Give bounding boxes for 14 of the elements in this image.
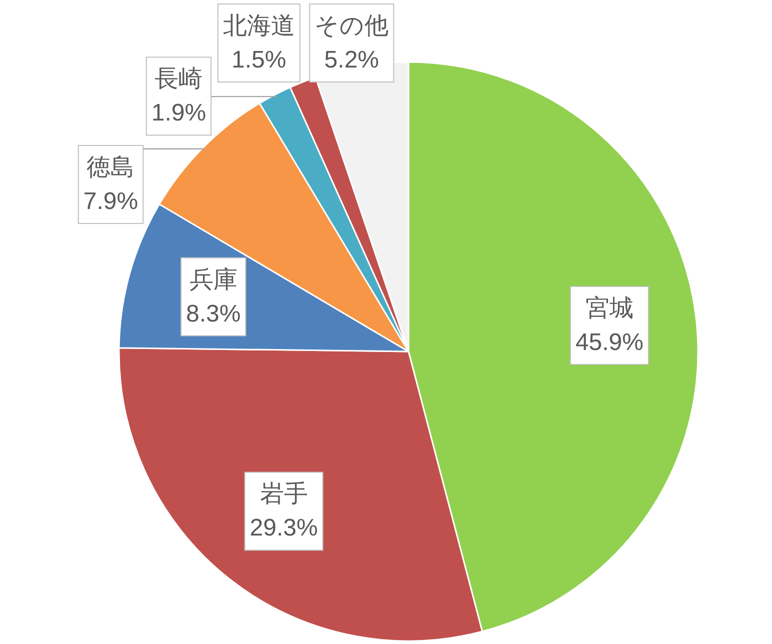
slice-label: 北海道 [222, 12, 295, 40]
slice-label: 岩手 [260, 480, 308, 508]
data-label: 5.2% [324, 46, 380, 74]
slice-label: 宮城 [585, 294, 634, 322]
slice-label: 兵庫 [189, 266, 238, 294]
data-label: 8.3% [186, 300, 241, 328]
data-label: 1.9% [151, 100, 206, 127]
data-label: 1.5% [232, 46, 286, 74]
slice-label: 長崎 [154, 66, 203, 93]
data-label: 29.3% [250, 514, 318, 542]
data-label: 7.9% [83, 188, 138, 215]
data-label: 45.9% [575, 328, 644, 356]
slice-label: その他 [314, 12, 389, 40]
slice-label: 徳島 [86, 154, 135, 181]
